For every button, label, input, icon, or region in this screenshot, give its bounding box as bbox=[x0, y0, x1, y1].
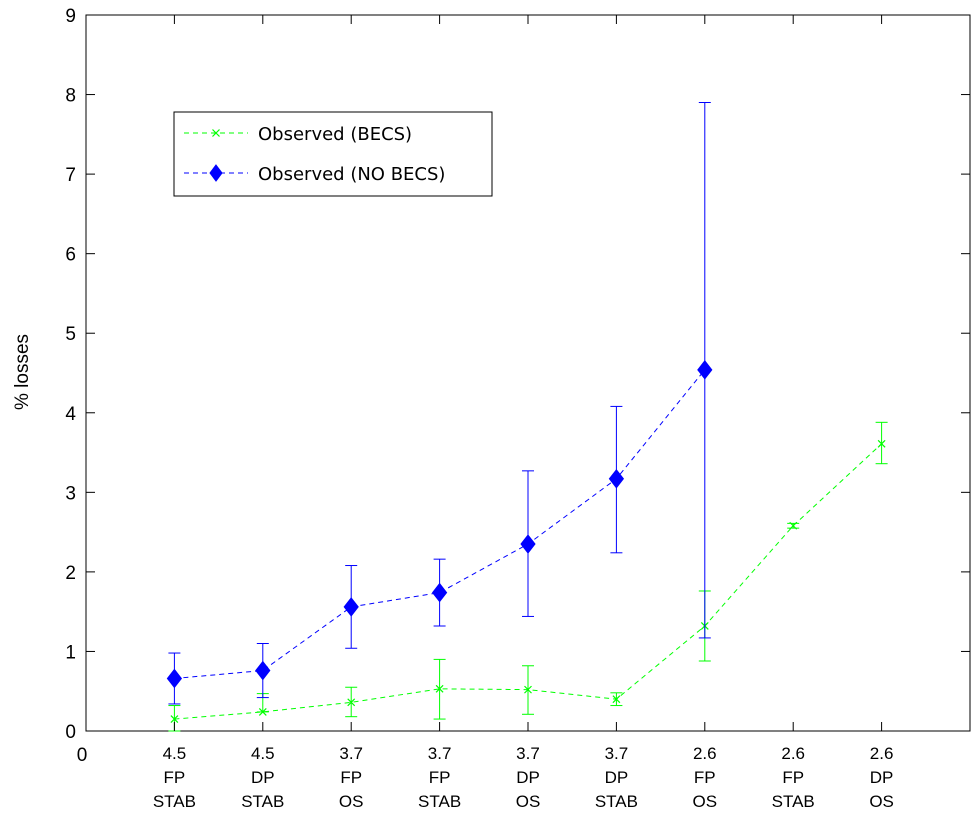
data-point bbox=[789, 521, 798, 530]
data-point bbox=[343, 597, 359, 617]
x-category-label: DP bbox=[251, 768, 275, 787]
x-category-label: DP bbox=[516, 768, 540, 787]
x-category-label: 2.6 bbox=[781, 744, 805, 763]
legend-label: Observed (BECS) bbox=[258, 124, 412, 145]
data-point bbox=[435, 684, 444, 693]
x-tick-label: 0 bbox=[77, 745, 88, 766]
x-category-label: FP bbox=[340, 768, 362, 787]
marker-stroke bbox=[789, 521, 798, 530]
marker-stroke bbox=[170, 715, 179, 723]
y-tick-label: 2 bbox=[65, 563, 76, 584]
marker-stroke bbox=[612, 695, 621, 704]
x-category-label: FP bbox=[782, 768, 804, 787]
x-category-label: DP bbox=[870, 768, 894, 787]
y-tick-label: 0 bbox=[65, 722, 76, 743]
data-point bbox=[612, 695, 621, 704]
y-tick-label: 4 bbox=[65, 404, 76, 425]
marker-stroke bbox=[524, 685, 532, 694]
data-point bbox=[520, 534, 536, 554]
x-category-label: 3.7 bbox=[339, 744, 363, 763]
data-point bbox=[170, 715, 179, 723]
x-category-label: 3.7 bbox=[605, 744, 629, 763]
marker-stroke bbox=[435, 684, 444, 693]
data-point bbox=[258, 707, 267, 716]
series-layer bbox=[166, 102, 888, 732]
x-category-label: STAB bbox=[418, 792, 461, 811]
x-category-label: FP bbox=[694, 768, 716, 787]
x-category-label: OS bbox=[693, 792, 718, 811]
data-point bbox=[697, 360, 713, 380]
marker-stroke bbox=[258, 707, 267, 716]
data-point bbox=[431, 582, 448, 603]
marker-stroke bbox=[347, 698, 356, 707]
x-category-label: OS bbox=[516, 792, 541, 811]
axes-layer: 0 1 2 3 4 5 6 7 8 9 0 4.5 FP STAB 4.5 DP STAB 3.7 FP OS 3.7 F… bbox=[65, 6, 970, 811]
x-category-label: STAB bbox=[241, 792, 284, 811]
y-tick-label: 7 bbox=[65, 165, 76, 186]
data-point bbox=[166, 668, 183, 689]
series-no-becs bbox=[166, 102, 713, 705]
legend-marker bbox=[209, 164, 223, 182]
legend-box bbox=[173, 111, 493, 197]
x-category-label: 3.7 bbox=[516, 744, 540, 763]
legend-entry: Observed (NO BECS) bbox=[184, 164, 445, 185]
x-category-label: STAB bbox=[153, 792, 196, 811]
x-category-label: 4.5 bbox=[163, 744, 187, 763]
y-tick-label: 6 bbox=[65, 245, 76, 266]
legend-marker bbox=[212, 129, 220, 137]
y-tick-label: 8 bbox=[65, 86, 76, 107]
y-tick-label: 3 bbox=[65, 483, 76, 504]
y-tick-label: 1 bbox=[65, 642, 76, 663]
legend: Observed (BECS) Observed (NO BECS) bbox=[173, 111, 493, 197]
data-point bbox=[608, 468, 625, 489]
x-category-label: FP bbox=[429, 768, 451, 787]
legend-entry: Observed (BECS) bbox=[184, 124, 412, 145]
x-category-label: STAB bbox=[595, 792, 638, 811]
data-point bbox=[255, 660, 271, 681]
x-category-label: 2.6 bbox=[870, 744, 894, 763]
data-point bbox=[347, 698, 356, 707]
x-category-label: DP bbox=[605, 768, 629, 787]
x-category-label: FP bbox=[164, 768, 186, 787]
legend-label: Observed (NO BECS) bbox=[258, 164, 445, 185]
data-point bbox=[524, 685, 532, 694]
marker-stroke bbox=[877, 439, 886, 448]
x-category-label: 2.6 bbox=[693, 744, 717, 763]
x-category-label: 3.7 bbox=[428, 744, 452, 763]
data-point bbox=[877, 439, 886, 448]
x-category-label: OS bbox=[869, 792, 894, 811]
x-category-label: OS bbox=[339, 792, 364, 811]
y-tick-label: 9 bbox=[65, 6, 76, 27]
y-axis-label: % losses bbox=[12, 334, 33, 410]
marker-stroke bbox=[212, 129, 220, 137]
x-category-label: 4.5 bbox=[251, 744, 275, 763]
x-category-label: STAB bbox=[772, 792, 815, 811]
y-tick-label: 5 bbox=[65, 324, 76, 345]
